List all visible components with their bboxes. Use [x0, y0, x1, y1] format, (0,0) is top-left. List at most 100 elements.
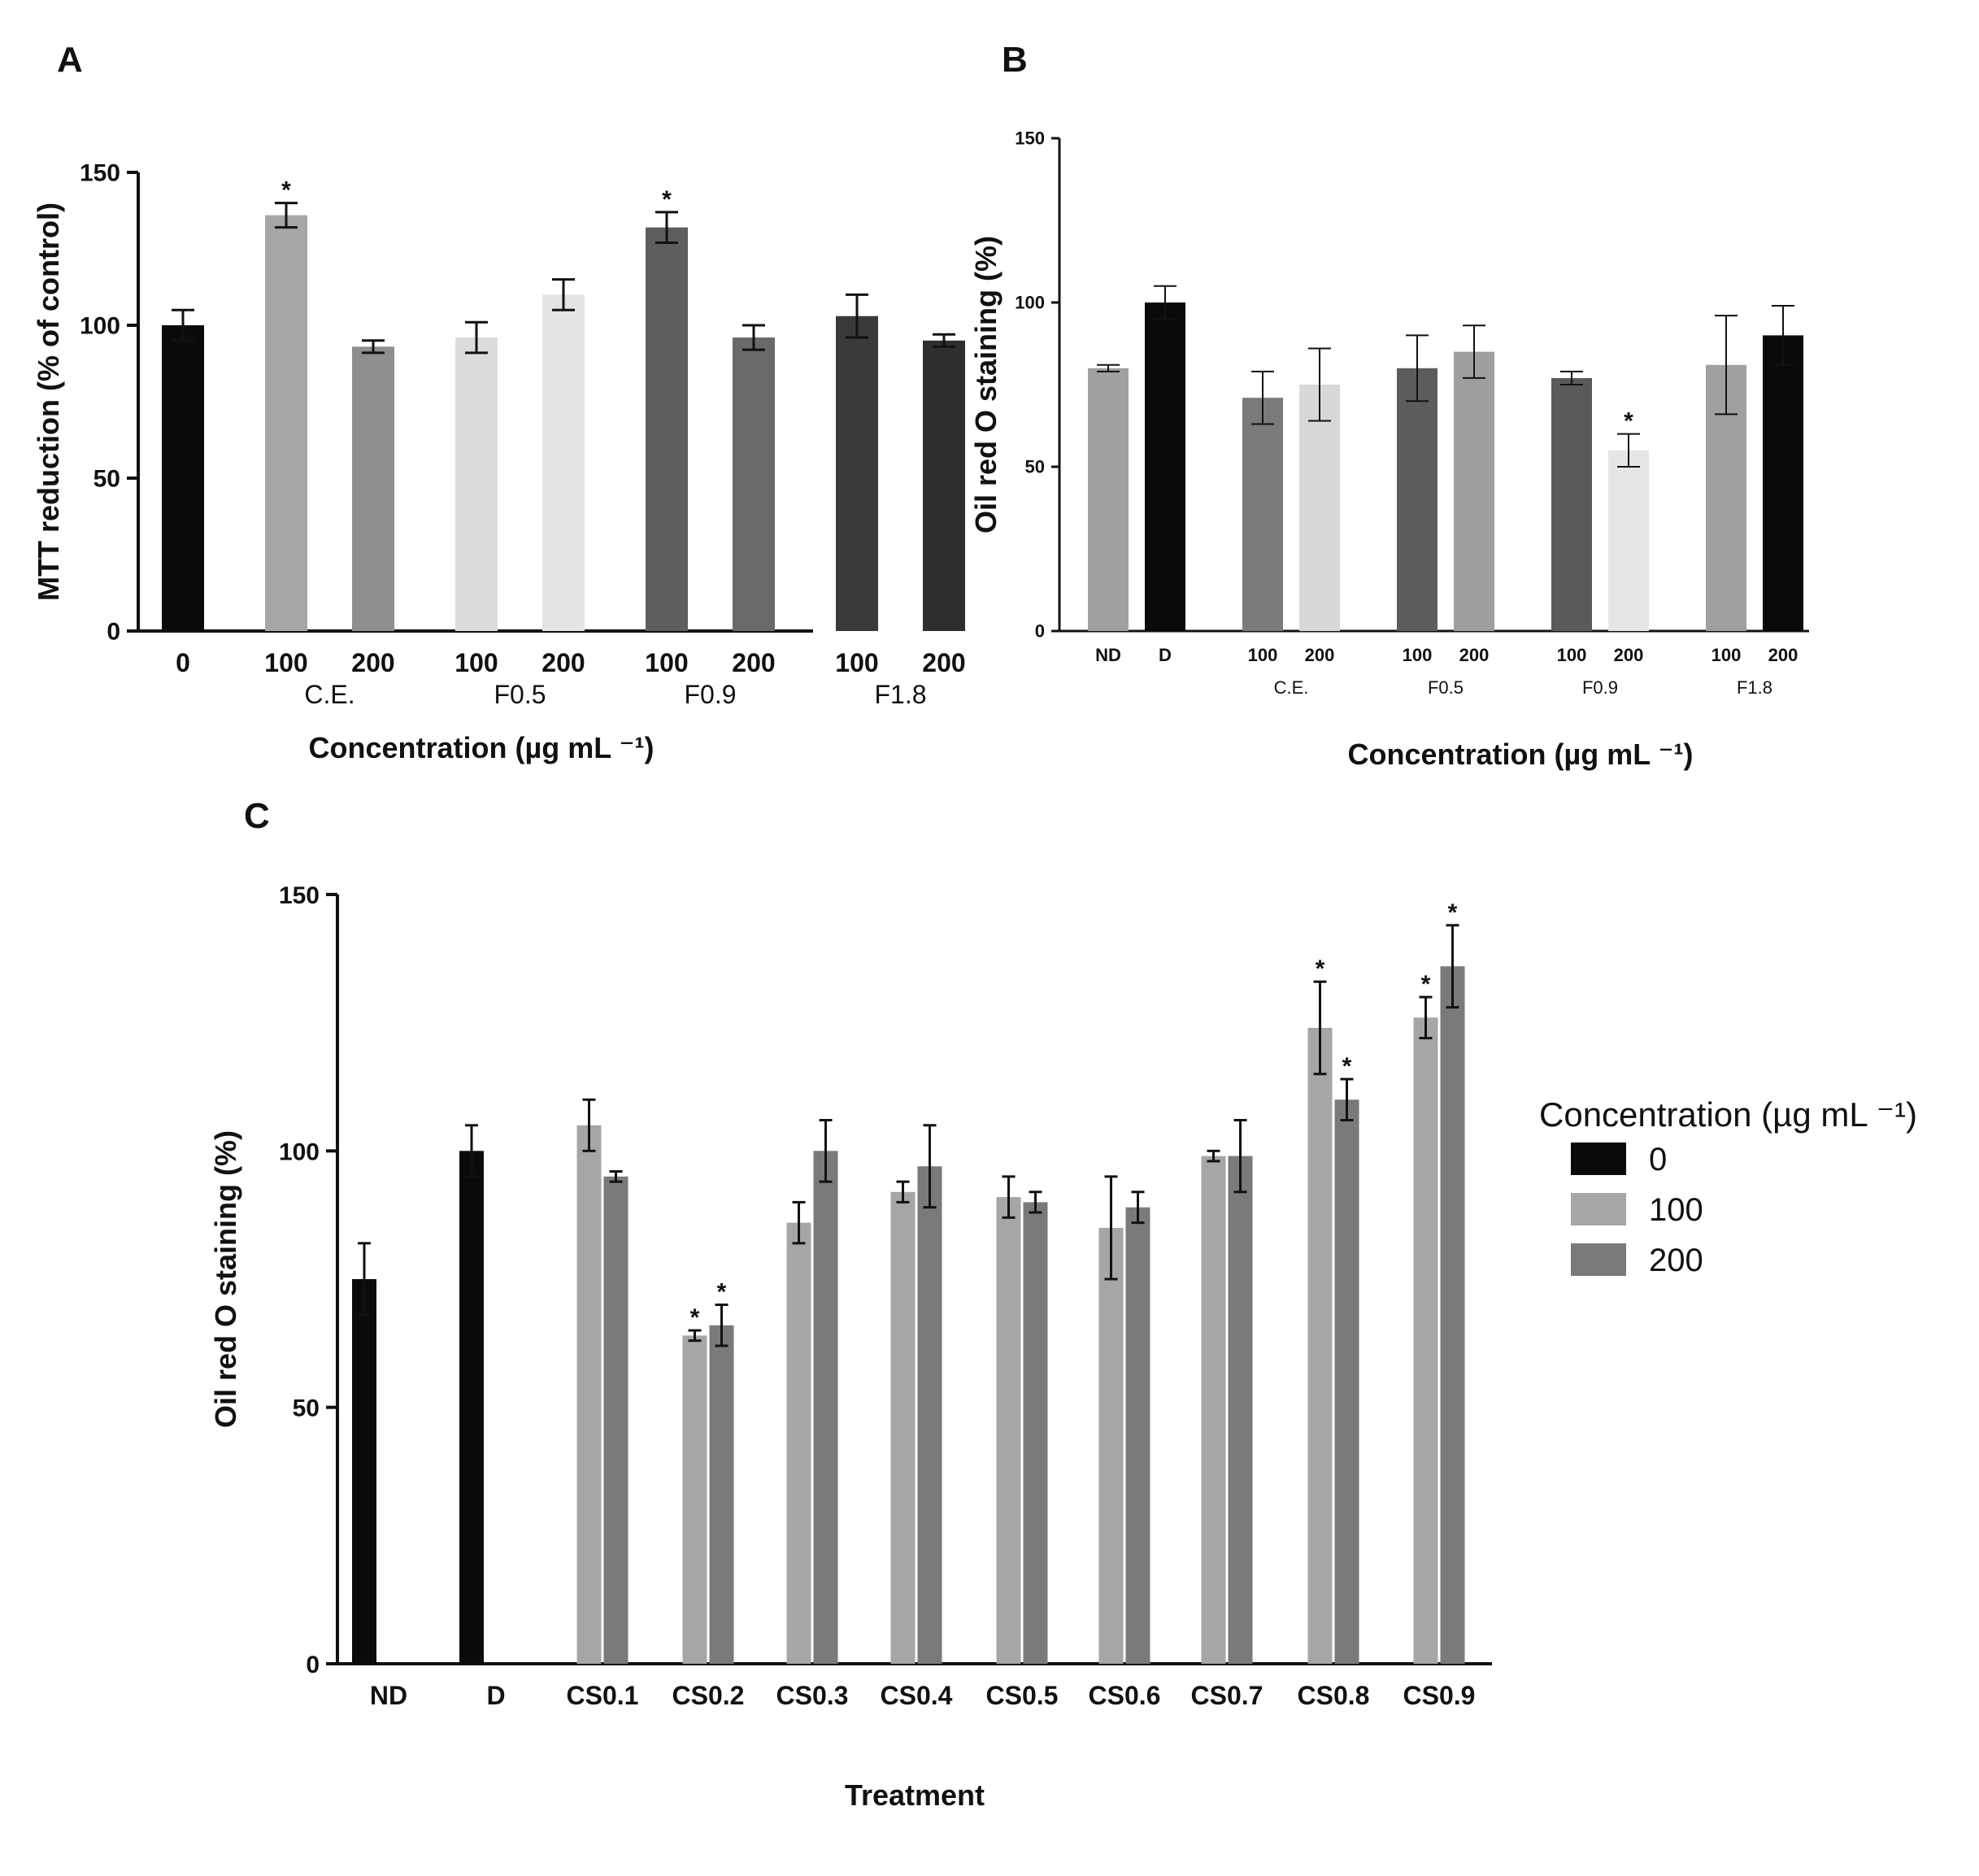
legend-title: Concentration (µg mL ⁻¹) — [1539, 1095, 1917, 1134]
panel-a-bar — [646, 227, 688, 631]
panel-a-group-label: F0.5 — [494, 680, 546, 709]
panel-c-ytick-label: 100 — [279, 1138, 320, 1165]
panel-b-ytick-label: 150 — [1015, 128, 1045, 149]
panel-a-bar — [265, 215, 307, 631]
panel-c-bar — [1440, 966, 1465, 1664]
panel-b-significance-marker: * — [1624, 408, 1633, 435]
panel-a-bar — [455, 337, 498, 631]
panel-c-bar — [1307, 1027, 1333, 1664]
panel-c-bar — [890, 1191, 916, 1664]
panel-c-bar — [1228, 1156, 1253, 1664]
panel-c-bar — [1201, 1156, 1226, 1664]
panel-b-xtick-label: 200 — [1768, 645, 1798, 665]
panel-c-significance-marker: * — [717, 1279, 727, 1306]
legend-swatch — [1571, 1143, 1626, 1175]
panel-c-significance-marker: * — [1448, 899, 1458, 926]
panel-b-ytick-label: 0 — [1035, 621, 1045, 642]
panel-c-significance-marker: * — [690, 1304, 700, 1331]
panel-b-xtick-label: 200 — [1459, 645, 1490, 665]
panel-b-bar — [1242, 398, 1283, 631]
panel-b-xtick-label: 100 — [1403, 645, 1433, 665]
panel-a-group-label: C.E. — [304, 680, 354, 709]
panel-c-bar — [1098, 1227, 1124, 1664]
panel-a-xtick-label: 100 — [645, 648, 688, 677]
panel-c-xtick-label: D — [486, 1681, 505, 1710]
panel-c-bar — [917, 1166, 942, 1664]
panel-b-xtick-label: 100 — [1557, 645, 1587, 665]
panel-a-xtick-label: 100 — [835, 648, 878, 677]
panel-c-bar — [996, 1197, 1021, 1664]
panel-b-xtick-label: 200 — [1614, 645, 1644, 665]
panel-c-bar — [352, 1279, 376, 1664]
panel-a-bar — [836, 316, 878, 631]
panel-c-xtick-label: CS0.9 — [1403, 1681, 1476, 1710]
panel-a-ytick-label: 150 — [80, 160, 120, 187]
panel-b-bar — [1763, 335, 1803, 631]
panel-c-legend: Concentration (µg mL ⁻¹) 0 100 200 — [1539, 1095, 1917, 1278]
panel-b-bar — [1145, 303, 1185, 631]
panel-b-group-label: C.E. — [1274, 677, 1309, 698]
panel-c-bar — [709, 1325, 734, 1664]
panel-c-bar — [459, 1151, 484, 1664]
panel-a-x-axis-title: Concentration (µg mL ⁻¹) — [308, 731, 654, 764]
panel-a-y-axis-title: MTT reduction (% of control) — [32, 202, 65, 601]
panel-c-bar — [603, 1176, 628, 1664]
legend-label: 0 — [1649, 1142, 1667, 1177]
panel-a-xtick-label: 200 — [351, 648, 394, 677]
panel-c-xtick-label: CS0.1 — [567, 1681, 639, 1710]
panel-c-xtick-label: CS0.5 — [986, 1681, 1059, 1710]
panel-c-bar — [682, 1335, 707, 1664]
panel-c-y-axis-title: Oil red O staining (%) — [209, 1130, 242, 1428]
panel-b-xtick-label: 100 — [1712, 645, 1742, 665]
panel-b-x-axis-title: Concentration (µg mL ⁻¹) — [1347, 738, 1693, 771]
panel-b-group-label: F1.8 — [1737, 677, 1772, 698]
panel-b-bar — [1454, 351, 1494, 631]
panel-c-bar — [1334, 1099, 1359, 1664]
panel-c-bar — [1023, 1202, 1048, 1664]
panel-a: 0 50 100 150 0 * 100 200 C.E. 100 200 F0.5 * 100 200 F0… — [32, 40, 966, 764]
panel-b-bar — [1397, 368, 1437, 631]
panel-b-xtick-label: D — [1159, 645, 1172, 665]
panel-c-bar — [1125, 1207, 1150, 1664]
panel-c-ytick-label: 50 — [293, 1395, 320, 1422]
panel-c-ytick-label: 0 — [306, 1652, 320, 1678]
panel-a-xtick-label: 100 — [264, 648, 307, 677]
panel-a-panel-label: A — [57, 40, 83, 80]
panel-c-xtick-label: CS0.4 — [881, 1681, 953, 1710]
panel-a-group-label: F0.9 — [684, 680, 736, 709]
panel-c: 0 50 100 150 ND D CS0.1 CS0.2 * * CS0.3 CS0.4 CS0.5 C… — [209, 796, 1917, 1812]
panel-b-bar — [1088, 368, 1129, 631]
legend-label: 100 — [1649, 1192, 1703, 1228]
panel-a-ytick-label: 50 — [94, 466, 120, 493]
panel-c-bar — [813, 1151, 838, 1664]
panel-a-group-label: F1.8 — [874, 680, 926, 709]
panel-a-xtick-label: 0 — [176, 648, 190, 677]
panel-c-xtick-label: CS0.3 — [776, 1681, 849, 1710]
panel-a-bar — [923, 340, 965, 631]
panel-a-xtick-label: 200 — [922, 648, 965, 677]
legend-swatch — [1571, 1243, 1626, 1276]
panel-b-ytick-label: 100 — [1015, 293, 1045, 313]
panel-c-bar — [1413, 1017, 1438, 1664]
panel-b-group-label: F0.5 — [1428, 677, 1464, 698]
panel-b: 0 50 100 150 ND D 100 200 C.E. 100 200 F0.5 100 * 200 F… — [969, 40, 1809, 771]
panel-c-bar — [786, 1222, 811, 1664]
panel-a-bar — [542, 294, 585, 631]
panel-b-ytick-label: 50 — [1025, 457, 1045, 477]
panel-c-xtick-label: ND — [370, 1681, 407, 1710]
panel-b-bar — [1608, 450, 1649, 631]
panel-c-xtick-label: CS0.2 — [672, 1681, 745, 1710]
panel-b-xtick-label: 100 — [1248, 645, 1278, 665]
panel-a-bar — [352, 346, 394, 631]
legend-label: 200 — [1649, 1243, 1703, 1278]
panel-b-panel-label: B — [1002, 40, 1028, 80]
panel-a-xtick-label: 200 — [542, 648, 585, 677]
panel-c-panel-label: C — [244, 796, 270, 836]
panel-a-significance-marker: * — [662, 186, 672, 213]
panel-b-xtick-label: ND — [1095, 645, 1121, 665]
panel-c-significance-marker: * — [1421, 971, 1431, 998]
panel-b-bar — [1299, 385, 1340, 631]
panel-a-ytick-label: 100 — [80, 313, 120, 340]
panel-c-xtick-label: CS0.8 — [1298, 1681, 1370, 1710]
